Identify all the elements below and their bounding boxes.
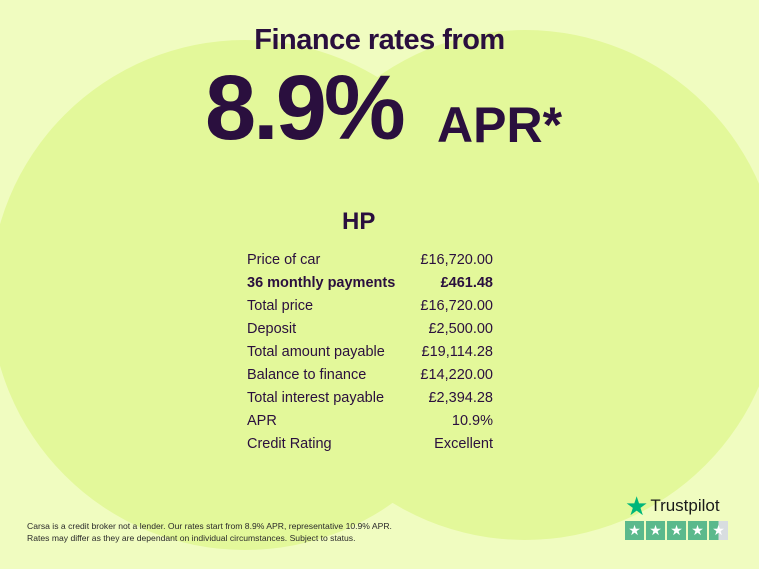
row-label: 36 monthly payments bbox=[247, 274, 396, 291]
half-star-icon: ★ bbox=[709, 521, 728, 540]
star-icon: ★ bbox=[625, 491, 649, 521]
row-label: Deposit bbox=[247, 320, 297, 337]
section-title: HP bbox=[342, 208, 376, 235]
row-label: Total price bbox=[247, 297, 314, 314]
disclaimer-line: Carsa is a credit broker not a lender. O… bbox=[27, 521, 392, 531]
row-value: £16,720.00 bbox=[420, 297, 493, 314]
table-row: Total amount payable £19,114.28 bbox=[244, 340, 496, 363]
rating-stars: ★ ★ ★ ★ ★ bbox=[625, 521, 728, 540]
row-label: Total interest payable bbox=[247, 389, 385, 406]
row-value: Excellent bbox=[434, 435, 493, 452]
row-value: 10.9% bbox=[451, 412, 493, 429]
table-row: Balance to finance £14,220.00 bbox=[244, 363, 496, 386]
table-row: Deposit £2,500.00 bbox=[244, 317, 496, 340]
star-icon: ★ bbox=[625, 521, 644, 540]
disclaimer-line: Rates may differ as they are dependant o… bbox=[27, 533, 356, 543]
finance-table: Price of car £16,720.00 36 monthly paymen… bbox=[244, 248, 496, 455]
row-value: £2,394.28 bbox=[428, 389, 493, 406]
table-row: 36 monthly payments £461.48 bbox=[244, 271, 496, 294]
row-label: Balance to finance bbox=[247, 366, 367, 383]
row-label: Credit Rating bbox=[247, 435, 332, 452]
row-value: £19,114.28 bbox=[421, 343, 494, 360]
row-value: £461.48 bbox=[440, 274, 493, 291]
row-value: £16,720.00 bbox=[420, 251, 493, 268]
background-circle-right bbox=[270, 30, 759, 540]
rate-value: 8.9% bbox=[205, 57, 406, 159]
star-icon: ★ bbox=[688, 521, 707, 540]
table-row: Credit Rating Excellent bbox=[244, 432, 496, 455]
table-row: APR 10.9% bbox=[244, 409, 496, 432]
row-value: £14,220.00 bbox=[420, 366, 493, 383]
star-icon: ★ bbox=[646, 521, 665, 540]
row-label: APR bbox=[247, 412, 277, 429]
row-value: £2,500.00 bbox=[428, 320, 493, 337]
trustpilot-badge[interactable]: ★ Trustpilot ★ ★ ★ ★ ★ bbox=[625, 493, 728, 540]
row-label: Price of car bbox=[247, 251, 321, 268]
trustpilot-name: Trustpilot bbox=[650, 496, 720, 515]
table-row: Total interest payable £2,394.28 bbox=[244, 386, 496, 409]
disclaimer: Carsa is a credit broker not a lender. O… bbox=[27, 520, 392, 544]
table-row: Total price £16,720.00 bbox=[244, 294, 496, 317]
apr-label: APR* bbox=[437, 97, 563, 153]
star-icon: ★ bbox=[667, 521, 686, 540]
headline: Finance rates from bbox=[254, 24, 505, 56]
table-row: Price of car £16,720.00 bbox=[244, 248, 496, 271]
row-label: Total amount payable bbox=[247, 343, 385, 360]
